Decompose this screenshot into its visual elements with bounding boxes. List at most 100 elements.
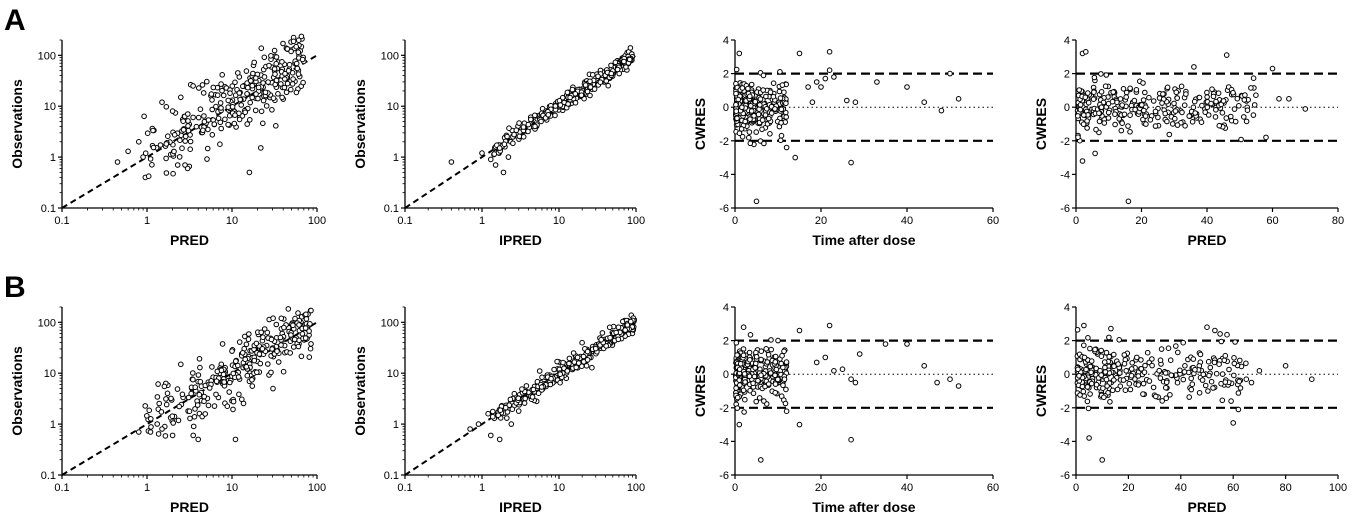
data-point	[767, 370, 774, 376]
data-point	[260, 334, 266, 341]
data-point	[762, 383, 768, 390]
data-point	[826, 322, 833, 329]
data-point	[511, 390, 518, 397]
data-point	[163, 155, 169, 162]
data-point	[1101, 359, 1108, 365]
data-point	[219, 72, 225, 78]
data-point	[1117, 96, 1124, 102]
data-point	[289, 81, 296, 87]
y-tick-label: 4	[1064, 302, 1070, 314]
data-point	[1199, 102, 1205, 109]
data-point	[180, 118, 186, 124]
data-point	[170, 420, 176, 426]
data-point	[1133, 87, 1140, 93]
data-point	[1100, 385, 1106, 392]
y-tick-label: 100	[381, 317, 399, 329]
data-point	[777, 95, 784, 101]
data-point	[296, 322, 302, 328]
x-tick-label: 100	[627, 215, 645, 227]
data-point	[1156, 367, 1162, 374]
data-point	[1077, 392, 1083, 398]
data-point	[163, 170, 170, 176]
x-axis-title: Time after dose	[812, 499, 915, 515]
data-point	[125, 148, 131, 155]
data-point	[231, 120, 238, 127]
x-tick-label: 20	[815, 482, 827, 494]
y-axis-title: Observations	[352, 346, 368, 436]
data-point	[1084, 118, 1090, 124]
y-tick-label: -6	[1060, 203, 1070, 215]
data-point	[1103, 349, 1110, 356]
data-point	[196, 391, 203, 398]
data-point	[1286, 96, 1292, 102]
data-point	[230, 398, 237, 405]
data-point	[1096, 110, 1102, 116]
x-tick-label: 40	[901, 215, 913, 227]
data-point	[752, 365, 759, 371]
x-tick-label: 40	[1175, 482, 1187, 494]
data-point	[557, 371, 564, 378]
x-tick-label: 0.1	[397, 482, 412, 494]
data-point	[805, 84, 811, 90]
data-point	[1199, 377, 1206, 383]
data-point	[1223, 115, 1230, 121]
data-point	[1231, 106, 1238, 112]
data-point	[764, 359, 771, 365]
data-point	[760, 72, 767, 79]
data-point	[270, 315, 276, 322]
y-tick-label: 1	[393, 419, 399, 431]
data-point	[215, 115, 222, 122]
data-point	[303, 311, 309, 318]
data-point	[733, 66, 740, 73]
data-point	[496, 436, 503, 443]
data-point	[513, 127, 520, 133]
data-point	[1126, 380, 1133, 387]
data-point	[572, 100, 579, 106]
data-point	[250, 70, 256, 77]
data-point	[759, 126, 765, 133]
data-point	[1190, 356, 1197, 362]
data-point	[220, 92, 227, 99]
data-point	[844, 97, 850, 104]
data-point	[1093, 381, 1100, 388]
data-point	[1171, 100, 1177, 107]
data-point	[882, 341, 889, 347]
data-point	[169, 108, 176, 114]
data-point	[768, 346, 775, 353]
data-point	[622, 327, 629, 333]
data-point	[510, 140, 516, 147]
data-point	[260, 80, 266, 86]
data-point	[1205, 358, 1212, 365]
data-point	[539, 374, 545, 381]
data-point	[831, 368, 837, 374]
y-tick-label: 0	[723, 102, 729, 114]
data-point	[162, 433, 169, 439]
data-point	[761, 398, 767, 404]
data-point	[768, 110, 775, 116]
data-point	[1204, 89, 1210, 96]
data-point	[306, 354, 313, 360]
data-point	[1179, 109, 1185, 116]
data-point	[213, 103, 219, 110]
data-point	[1169, 121, 1176, 127]
data-point	[1200, 371, 1207, 378]
data-point	[778, 360, 785, 367]
data-point	[573, 364, 580, 371]
data-point	[200, 127, 206, 134]
data-point	[178, 94, 184, 101]
data-point	[260, 120, 266, 127]
data-point	[197, 378, 204, 385]
y-tick-label: 10	[44, 101, 56, 113]
data-point	[242, 356, 248, 363]
x-tick-label: 60	[1227, 482, 1239, 494]
y-axis-title: Observations	[9, 346, 25, 436]
data-point	[747, 357, 753, 363]
data-point	[1182, 123, 1188, 129]
data-point	[767, 89, 774, 95]
data-point	[1149, 362, 1155, 369]
data-point	[159, 426, 165, 432]
data-point	[628, 318, 634, 325]
data-point	[144, 413, 150, 419]
data-point	[772, 106, 778, 112]
x-axis-title: PRED	[170, 499, 209, 515]
